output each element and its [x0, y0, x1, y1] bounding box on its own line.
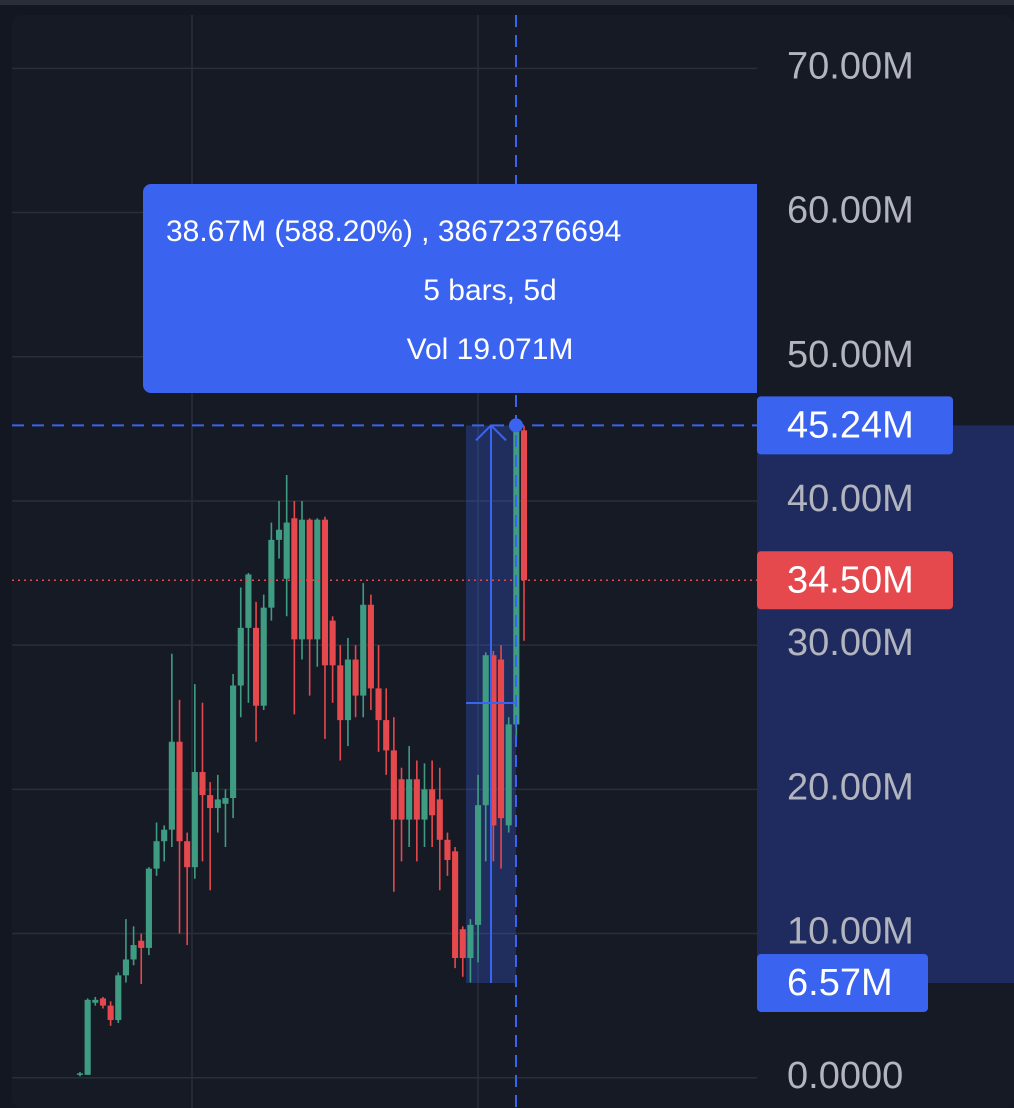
candle-body	[138, 940, 145, 948]
y-tick-label: 50.00M	[787, 334, 914, 376]
measure-tooltip	[143, 184, 757, 393]
candle-body	[199, 772, 206, 796]
price-tag	[757, 953, 928, 1012]
candle-body	[467, 924, 474, 959]
measure-tooltip-edge	[700, 184, 757, 393]
measure-arrow-head	[475, 423, 507, 442]
candle-body	[145, 868, 152, 948]
y-tick-label: 10.00M	[787, 911, 914, 953]
candle-body	[245, 574, 252, 628]
measure-change: 38.67M (588.20%) , 38672376694	[166, 215, 621, 248]
candle-body	[344, 659, 351, 721]
candle-body	[314, 519, 321, 640]
measure-volume: Vol 19.071M	[407, 333, 574, 366]
candle-body	[283, 522, 290, 579]
candle-body	[490, 655, 497, 826]
candle-body	[168, 741, 175, 830]
price-tag-label: 45.24M	[787, 404, 914, 446]
candle-body	[429, 789, 436, 816]
candle-body	[237, 627, 244, 686]
candle-body	[214, 799, 221, 809]
candle-body	[230, 685, 237, 798]
y-tick-label: 20.00M	[787, 766, 914, 808]
candle-body	[260, 607, 267, 706]
candle-body	[253, 627, 260, 706]
candle-body	[115, 975, 122, 1021]
candle-body	[520, 430, 528, 581]
candle-body	[92, 999, 99, 1003]
candle-body	[383, 720, 390, 751]
candle-body	[413, 779, 420, 820]
y-tick-label: 70.00M	[787, 45, 914, 87]
candle-body	[337, 665, 344, 721]
candle-body	[107, 1005, 114, 1021]
candle-body	[421, 789, 428, 820]
candle-body	[130, 945, 137, 960]
measure-bars: 5 bars, 5d	[423, 274, 556, 307]
candle-body	[505, 724, 512, 826]
candle-body	[275, 529, 283, 540]
y-tick-label: 0.0000	[787, 1055, 903, 1097]
candle-body	[222, 797, 229, 804]
price-tag	[757, 396, 953, 455]
price-tag-label: 34.50M	[787, 559, 914, 601]
candle-body	[367, 604, 374, 689]
price-tag-label: 6.57M	[787, 962, 893, 1004]
candle-body	[360, 604, 367, 696]
candle-body	[482, 655, 489, 806]
y-tick-label: 40.00M	[787, 478, 914, 520]
candle-body	[452, 851, 459, 959]
candle-body	[306, 519, 313, 640]
candle-body	[398, 779, 405, 820]
candle-body	[291, 518, 298, 640]
candle-body	[329, 620, 336, 666]
crosshair-dot	[509, 418, 523, 433]
candle-body	[352, 659, 359, 696]
candle-body	[375, 688, 382, 721]
candle-body	[76, 1073, 84, 1075]
candle-body	[268, 539, 275, 608]
y-tick-label: 60.00M	[787, 190, 914, 232]
candle-body	[321, 519, 329, 666]
candle-body	[406, 779, 413, 820]
candle-body	[122, 959, 129, 976]
candle-body	[191, 772, 198, 868]
candle-body	[497, 659, 505, 819]
price-tag	[757, 551, 953, 610]
candle-body	[176, 741, 183, 842]
candle-body	[436, 799, 443, 840]
candle-body	[444, 839, 451, 860]
candle-body	[390, 750, 397, 820]
candle-body	[184, 841, 191, 868]
candle-body	[99, 998, 107, 1006]
candle-body	[207, 795, 214, 809]
candle-body	[475, 805, 482, 925]
candle-body	[459, 929, 466, 959]
top-bar	[0, 0, 1014, 5]
candle-body	[161, 829, 168, 842]
candle-body	[84, 999, 91, 1075]
measure-axis-range	[757, 425, 1014, 983]
candle-body	[153, 841, 160, 869]
y-tick-label: 30.00M	[787, 622, 914, 664]
